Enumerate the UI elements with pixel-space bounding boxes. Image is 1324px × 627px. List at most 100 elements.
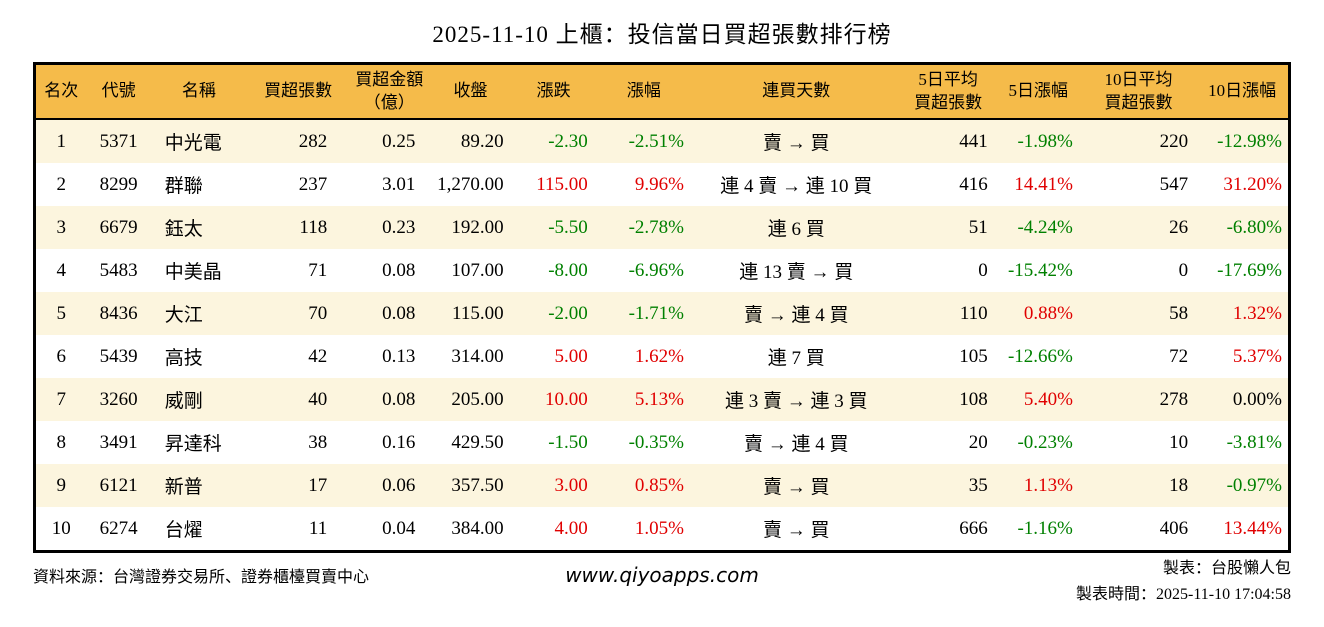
cell-pct-10d: -0.97%	[1226, 474, 1282, 496]
cell-close: 314.00	[451, 345, 504, 367]
website-url: www.qiyoapps.com	[565, 563, 759, 587]
cell-net-buy-shares: 282	[298, 130, 328, 152]
table-row: 8 3491 昇達科 38 0.16 429.50 -1.50 -0.35% 賣 → 連 4 買…	[34, 421, 1290, 464]
cell-change-pct: -6.96%	[628, 259, 684, 281]
cell-consecutive-days: 連 4 賣 → 連 10 買	[720, 176, 873, 197]
cell-close: 384.00	[451, 517, 504, 539]
cell-pct-10d: -17.69%	[1217, 259, 1282, 281]
cell-close: 1,270.00	[437, 173, 504, 195]
cell-change: -2.00	[548, 302, 588, 324]
cell-consecutive-days: 賣 → 買	[762, 520, 830, 541]
cell-net-buy-amount: 0.25	[382, 130, 416, 152]
cell-avg10-net-buy: 547	[1159, 173, 1189, 195]
cell-name: 台燿	[164, 520, 203, 541]
cell-change: -1.50	[548, 431, 588, 453]
cell-net-buy-amount: 0.06	[382, 474, 416, 496]
cell-code: 8299	[99, 173, 138, 195]
cell-name: 中光電	[164, 133, 222, 154]
cell-pct-5d: -1.98%	[1017, 130, 1073, 152]
cell-net-buy-amount: 3.01	[382, 173, 416, 195]
cell-change-pct: 0.85%	[634, 474, 684, 496]
column-header-rank: 名次	[34, 63, 87, 120]
cell-avg10-net-buy: 278	[1159, 388, 1189, 410]
cell-rank: 4	[56, 259, 67, 281]
cell-pct-5d: 5.40%	[1023, 388, 1073, 410]
cell-pct-10d: 0.00%	[1232, 388, 1282, 410]
cell-avg10-net-buy: 10	[1169, 431, 1189, 453]
cell-avg5-net-buy: 666	[959, 517, 988, 539]
cell-change-pct: 9.96%	[634, 173, 684, 195]
cell-avg10-net-buy: 58	[1169, 302, 1189, 324]
cell-avg5-net-buy: 0	[978, 259, 988, 281]
cell-net-buy-shares: 71	[308, 259, 328, 281]
cell-pct-10d: 31.20%	[1223, 173, 1282, 195]
cell-close: 115.00	[452, 302, 504, 324]
cell-consecutive-days: 賣 → 連 4 買	[743, 305, 849, 326]
cell-rank: 6	[56, 345, 67, 367]
cell-close: 192.00	[451, 216, 504, 238]
cell-rank: 5	[56, 302, 67, 324]
cell-change-pct: 1.05%	[634, 517, 684, 539]
cell-net-buy-amount: 0.23	[382, 216, 416, 238]
cell-code: 5483	[99, 259, 138, 281]
cell-change: -8.00	[548, 259, 588, 281]
cell-code: 6121	[99, 474, 138, 496]
column-header-net-buy-shares: 買超張數	[246, 63, 350, 120]
cell-change: 10.00	[545, 388, 588, 410]
page-title: 2025-11-10 上櫃：投信當日買超張數排行榜	[432, 22, 892, 47]
column-header-pct-5d: 5日漲幅	[995, 63, 1081, 120]
cell-name: 昇達科	[164, 434, 222, 455]
cell-change-pct: 1.62%	[634, 345, 684, 367]
cell-rank: 9	[56, 474, 67, 496]
table-row: 5 8436 大江 70 0.08 115.00 -2.00 -1.71% 賣 → 連 4 買 1…	[34, 292, 1290, 335]
cell-consecutive-days: 賣 → 買	[762, 133, 830, 154]
creator-note: 製表：台股懶人包	[1162, 560, 1291, 577]
data-source-note: 資料來源：台灣證券交易所、證券櫃檯買賣中心	[33, 569, 370, 586]
cell-change: -5.50	[548, 216, 588, 238]
cell-code: 3491	[99, 431, 138, 453]
cell-code: 5371	[99, 130, 138, 152]
cell-avg10-net-buy: 220	[1159, 130, 1189, 152]
cell-net-buy-amount: 0.08	[382, 388, 416, 410]
cell-net-buy-shares: 70	[308, 302, 328, 324]
cell-change-pct: -2.51%	[628, 130, 684, 152]
cell-code: 8436	[99, 302, 138, 324]
cell-name: 鈺太	[164, 219, 203, 240]
cell-name: 威剛	[164, 391, 203, 412]
cell-pct-10d: 5.37%	[1232, 345, 1282, 367]
cell-pct-5d: 1.13%	[1023, 474, 1073, 496]
cell-avg5-net-buy: 35	[968, 474, 988, 496]
cell-pct-5d: 0.88%	[1023, 302, 1073, 324]
cell-consecutive-days: 賣 → 買	[762, 477, 830, 498]
cell-avg5-net-buy: 20	[968, 431, 988, 453]
cell-net-buy-amount: 0.08	[382, 259, 416, 281]
cell-close: 357.50	[451, 474, 504, 496]
cell-code: 6679	[99, 216, 138, 238]
cell-net-buy-shares: 38	[308, 431, 328, 453]
cell-pct-5d: -1.16%	[1017, 517, 1073, 539]
cell-consecutive-days: 賣 → 連 4 買	[743, 434, 849, 455]
cell-rank: 3	[56, 216, 67, 238]
cell-avg5-net-buy: 416	[959, 173, 988, 195]
cell-close: 89.20	[460, 130, 504, 152]
table-body: 1 5371 中光電 282 0.25 89.20 -2.30 -2.51% 賣 → 買 441-…	[34, 119, 1290, 552]
cell-close: 205.00	[451, 388, 504, 410]
cell-consecutive-days: 連 7 買	[767, 348, 825, 369]
column-header-change: 漲跌	[511, 63, 596, 120]
cell-consecutive-days: 連 13 賣 → 買	[739, 262, 854, 283]
cell-avg10-net-buy: 72	[1169, 345, 1189, 367]
column-header-pct-10d: 10日漲幅	[1196, 63, 1290, 120]
cell-pct-10d: 1.32%	[1232, 302, 1282, 324]
cell-rank: 7	[56, 388, 67, 410]
cell-pct-10d: -12.98%	[1217, 130, 1282, 152]
cell-avg5-net-buy: 51	[968, 216, 988, 238]
cell-name: 群聯	[164, 176, 203, 197]
table-row: 7 3260 威剛 40 0.08 205.00 10.00 5.13% 連 3 賣 → 連 3…	[34, 378, 1290, 421]
cell-avg5-net-buy: 110	[959, 302, 988, 324]
cell-code: 6274	[99, 517, 138, 539]
cell-avg10-net-buy: 406	[1159, 517, 1189, 539]
column-header-change-pct: 漲幅	[595, 63, 692, 120]
cell-name: 新普	[164, 477, 203, 498]
cell-rank: 2	[56, 173, 67, 195]
credits: 製表：台股懶人包 製表時間：2025-11-10 17:04:58	[759, 556, 1291, 607]
